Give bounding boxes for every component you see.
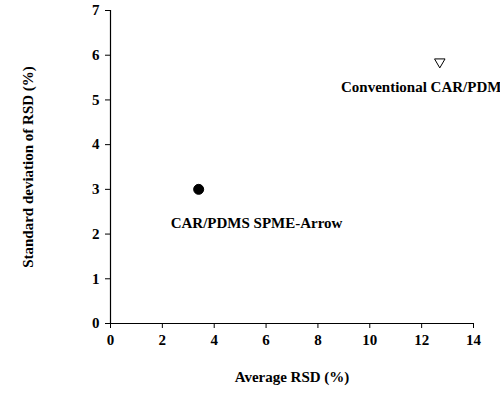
svg-text:5: 5 [92,92,100,108]
svg-text:10: 10 [362,332,377,348]
svg-text:12: 12 [414,332,429,348]
svg-text:2: 2 [92,226,100,242]
svg-text:6: 6 [262,332,270,348]
svg-text:Average RSD (%): Average RSD (%) [235,369,350,386]
svg-text:7: 7 [92,2,100,18]
svg-text:4: 4 [210,332,218,348]
svg-text:1: 1 [92,271,100,287]
svg-text:0: 0 [107,332,115,348]
svg-text:4: 4 [92,136,100,152]
svg-text:14: 14 [466,332,482,348]
svg-text:CAR/PDMS SPME-Arrow: CAR/PDMS SPME-Arrow [171,215,343,231]
svg-text:0: 0 [92,315,100,331]
svg-text:3: 3 [92,181,100,197]
svg-text:Standard deviation of RSD (%): Standard deviation of RSD (%) [20,66,37,268]
svg-text:2: 2 [159,332,167,348]
svg-text:8: 8 [314,332,322,348]
svg-text:6: 6 [92,47,100,63]
svg-text:Conventional CAR/PDMS: Conventional CAR/PDMS [341,79,500,95]
